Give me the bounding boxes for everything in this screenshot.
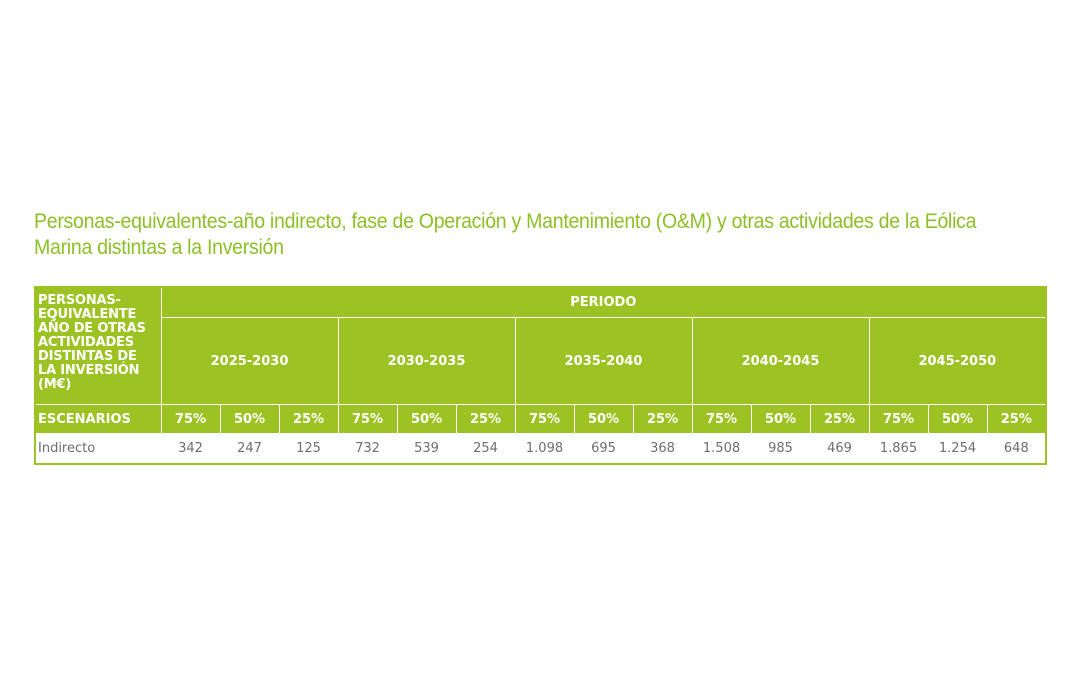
corner-header: PERSONAS-EQUIVALENTE AÑO DE OTRAS ACTIVI… [34,286,162,405]
period-header: PERIODO [160,286,1047,318]
table-cell: 469 [809,433,870,465]
scenario-header: 25% [809,404,870,434]
table-cell: 732 [337,433,398,465]
table-cell: 254 [455,433,516,465]
table-cell: 125 [278,433,339,465]
table-cell: 1.098 [514,433,575,465]
period-range-header: 2030-2035 [337,317,516,405]
scenario-header: 25% [455,404,516,434]
row-label: Indirecto [34,433,162,465]
table-cell: 247 [219,433,280,465]
table-row: Indirecto 342 247 125 732 539 254 1.098 … [34,433,1047,465]
period-range-header: 2045-2050 [868,317,1047,405]
scenario-header: 75% [691,404,752,434]
table-cell: 539 [396,433,457,465]
table-cell: 368 [632,433,693,465]
table-cell: 985 [750,433,811,465]
period-range-header: 2025-2030 [160,317,339,405]
scenario-header: 75% [160,404,221,434]
table-cell: 648 [986,433,1047,465]
scenarios-header: ESCENARIOS [34,404,162,434]
table-cell: 1.254 [927,433,988,465]
scenario-header: 75% [514,404,575,434]
scenario-header: 50% [927,404,988,434]
scenario-header: 25% [986,404,1047,434]
scenario-header: 50% [750,404,811,434]
table-cell: 1.508 [691,433,752,465]
period-range-header: 2040-2045 [691,317,870,405]
table-cell: 695 [573,433,634,465]
table-cell: 342 [160,433,221,465]
scenario-header: 50% [219,404,280,434]
table-title: Personas-equivalentes-año indirecto, fas… [34,210,977,259]
scenario-header: 50% [396,404,457,434]
scenario-header: 50% [573,404,634,434]
period-range-header: 2035-2040 [514,317,693,405]
scenario-header: 25% [632,404,693,434]
scenario-header: 25% [278,404,339,434]
data-table: PERSONAS-EQUIVALENTE AÑO DE OTRAS ACTIVI… [34,286,1048,465]
table-cell: 1.865 [868,433,929,465]
scenario-header: 75% [868,404,929,434]
scenario-header: 75% [337,404,398,434]
